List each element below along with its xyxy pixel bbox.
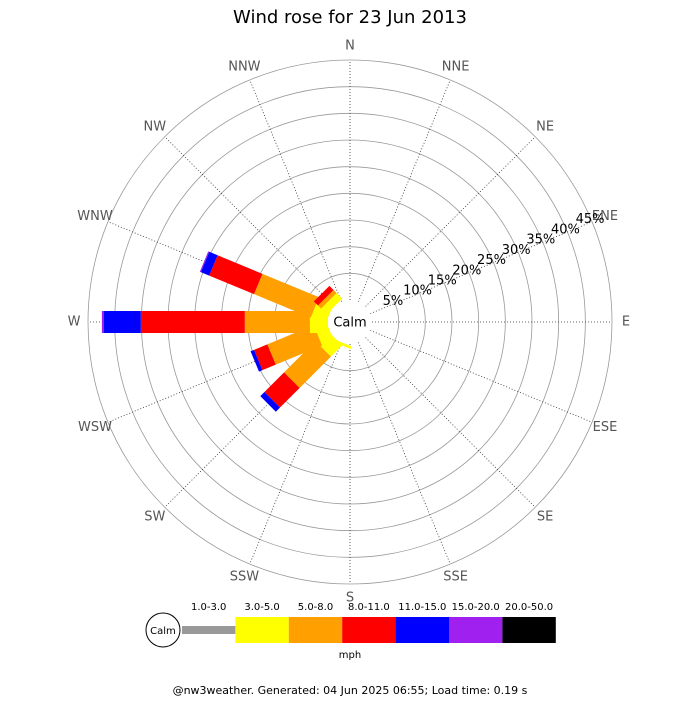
- spoke: [164, 136, 335, 307]
- r-tick-label: 45%: [576, 212, 605, 227]
- legend-swatch: [342, 617, 396, 643]
- legend-swatch: [182, 626, 236, 634]
- wind-bar: [260, 392, 280, 412]
- legend-swatch: [235, 617, 289, 643]
- direction-label: N: [345, 39, 355, 54]
- calm-label: Calm: [333, 316, 366, 331]
- r-tick-label: 15%: [428, 273, 457, 288]
- r-tick-label: 40%: [551, 222, 580, 237]
- wind-bar: [254, 344, 276, 371]
- wind-bar: [209, 255, 263, 295]
- r-tick-label: 30%: [502, 243, 531, 258]
- r-tick-label: 25%: [477, 253, 506, 268]
- wind-bar: [140, 311, 245, 333]
- legend-swatch: [395, 617, 449, 643]
- spoke: [370, 330, 593, 423]
- direction-label: SSW: [230, 569, 260, 584]
- calm-circle: [328, 300, 372, 344]
- wind-bar: [313, 285, 334, 306]
- spoke: [365, 136, 536, 307]
- legend-label: 15.0-20.0: [452, 602, 500, 613]
- legend-calm: [145, 612, 181, 648]
- wind-bar: [200, 251, 218, 276]
- spoke: [358, 79, 451, 302]
- wind-bar: [244, 311, 310, 333]
- wind-bar: [250, 349, 263, 372]
- direction-label: SW: [144, 510, 165, 525]
- direction-label: E: [622, 315, 630, 330]
- legend-swatch: [502, 617, 556, 643]
- direction-label: NW: [144, 119, 167, 134]
- r-tick-label: 10%: [403, 284, 432, 299]
- direction-label: WNW: [77, 209, 113, 224]
- wind-bar: [284, 341, 331, 388]
- legend-label: 8.0-11.0: [348, 602, 390, 613]
- spoke: [365, 337, 536, 508]
- legend-label: 1.0-3.0: [191, 602, 226, 613]
- direction-label: ESE: [593, 420, 618, 435]
- legend-label: 3.0-5.0: [244, 602, 279, 613]
- direction-label: NNW: [228, 60, 260, 75]
- wind-bar: [317, 289, 337, 309]
- spoke: [249, 79, 342, 302]
- wind-bar: [264, 372, 300, 408]
- legend-label: 20.0-50.0: [505, 602, 553, 613]
- direction-label: NNE: [442, 60, 470, 75]
- footer: @nw3weather. Generated: 04 Jun 2025 06:5…: [173, 684, 528, 697]
- r-tick-label: 5%: [383, 294, 404, 309]
- wind-bar: [104, 311, 141, 333]
- wind-bar: [254, 273, 320, 318]
- direction-label: S: [346, 591, 354, 606]
- wind-bar: [101, 311, 104, 333]
- direction-label: W: [68, 315, 81, 330]
- spoke: [249, 342, 342, 565]
- direction-label: SSE: [443, 569, 468, 584]
- unit-label: mph: [339, 650, 361, 661]
- legend-swatch: [288, 617, 343, 643]
- legend-label: 5.0-8.0: [298, 602, 333, 613]
- spoke: [358, 342, 451, 565]
- grid-ring: [87, 59, 613, 585]
- r-tick-label: 35%: [526, 233, 555, 248]
- r-tick-label: 20%: [452, 263, 481, 278]
- wind-bar: [199, 251, 210, 273]
- legend-swatch: [449, 617, 503, 643]
- wind-bar: [267, 325, 323, 365]
- spoke: [370, 221, 593, 314]
- direction-label: WSW: [78, 420, 112, 435]
- direction-label: NE: [536, 119, 554, 134]
- wind-bar: [321, 293, 343, 315]
- direction-label: SE: [537, 510, 553, 525]
- chart-title: Wind rose for 23 Jun 2013: [233, 7, 467, 28]
- direction-label: ENE: [592, 209, 618, 224]
- legend-label: 11.0-15.0: [398, 602, 446, 613]
- legend-calm-label: Calm: [150, 626, 176, 637]
